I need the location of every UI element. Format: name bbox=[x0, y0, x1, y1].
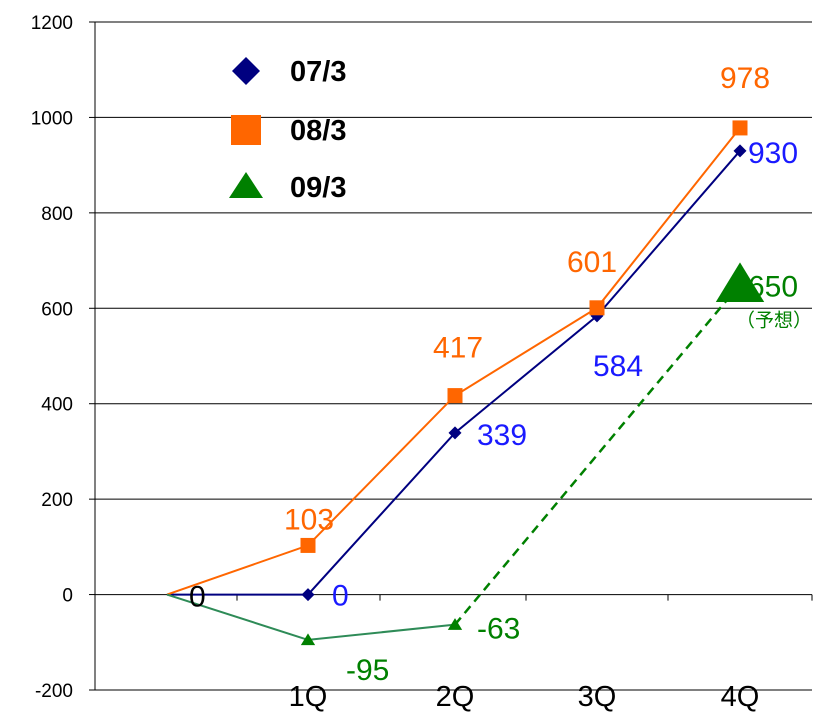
series-markers bbox=[300, 120, 765, 646]
data-point-square bbox=[300, 537, 316, 553]
legend-entry: 07/3 bbox=[232, 56, 346, 88]
legend-marker-triangle bbox=[229, 172, 263, 198]
data-point-triangle bbox=[715, 262, 765, 303]
y-tick-label: 400 bbox=[41, 395, 73, 416]
data-label: 0 bbox=[332, 580, 349, 613]
data-point-triangle bbox=[300, 633, 316, 646]
y-axis: -200 0 200 400 600 800 1000 1200 bbox=[31, 13, 96, 702]
x-tick-label: 3Q bbox=[578, 681, 617, 712]
legend-label: 07/3 bbox=[290, 56, 346, 88]
y-tick-label: 1000 bbox=[31, 108, 73, 129]
data-point-square bbox=[732, 120, 748, 136]
data-label: 601 bbox=[567, 246, 617, 279]
legend: 07/3 08/3 09/3 bbox=[229, 56, 346, 204]
data-point-diamond bbox=[301, 588, 315, 602]
y-tick-label: 800 bbox=[41, 204, 73, 225]
data-label: 417 bbox=[433, 332, 483, 365]
legend-entry: 08/3 bbox=[231, 115, 346, 147]
data-point-diamond bbox=[448, 426, 462, 440]
y-tick-label: 0 bbox=[62, 586, 73, 607]
legend-label: 09/3 bbox=[290, 172, 346, 204]
data-label: 930 bbox=[748, 137, 798, 170]
data-label: -95 bbox=[346, 654, 389, 687]
legend-label: 08/3 bbox=[290, 115, 346, 147]
legend-marker-diamond bbox=[232, 57, 260, 85]
forecast-note: （予想） bbox=[736, 309, 812, 331]
data-point-square bbox=[447, 388, 463, 404]
data-labels: 0 339 584 930 0 103 417 601 978 -95 -63 650 （予想） bbox=[189, 62, 812, 687]
data-label: 0 bbox=[189, 581, 206, 614]
series-line-09-3 bbox=[166, 593, 456, 641]
x-tick-label: 1Q bbox=[289, 681, 328, 712]
series-line-07-3 bbox=[167, 150, 741, 596]
data-point-triangle bbox=[447, 618, 463, 630]
data-point-diamond bbox=[733, 144, 747, 158]
y-tick-label: -200 bbox=[35, 681, 73, 702]
data-label: 584 bbox=[593, 350, 643, 383]
x-axis: 1Q 2Q 3Q 4Q bbox=[236, 594, 813, 712]
series-lines bbox=[166, 127, 741, 641]
data-label: 339 bbox=[477, 419, 527, 452]
data-label: 650 bbox=[748, 270, 798, 303]
data-label: 103 bbox=[284, 503, 334, 536]
legend-entry: 09/3 bbox=[229, 172, 346, 204]
series-line-09-3-forecast bbox=[454, 283, 741, 626]
data-point-square bbox=[589, 300, 605, 316]
data-label: 978 bbox=[720, 62, 770, 95]
y-tick-label: 200 bbox=[41, 490, 73, 511]
x-tick-label: 2Q bbox=[436, 681, 475, 712]
y-tick-label: 600 bbox=[41, 299, 73, 320]
y-tick-label: 1200 bbox=[31, 13, 73, 34]
x-tick-label: 4Q bbox=[721, 681, 760, 712]
data-label: -63 bbox=[477, 613, 520, 646]
legend-marker-square bbox=[231, 115, 261, 145]
